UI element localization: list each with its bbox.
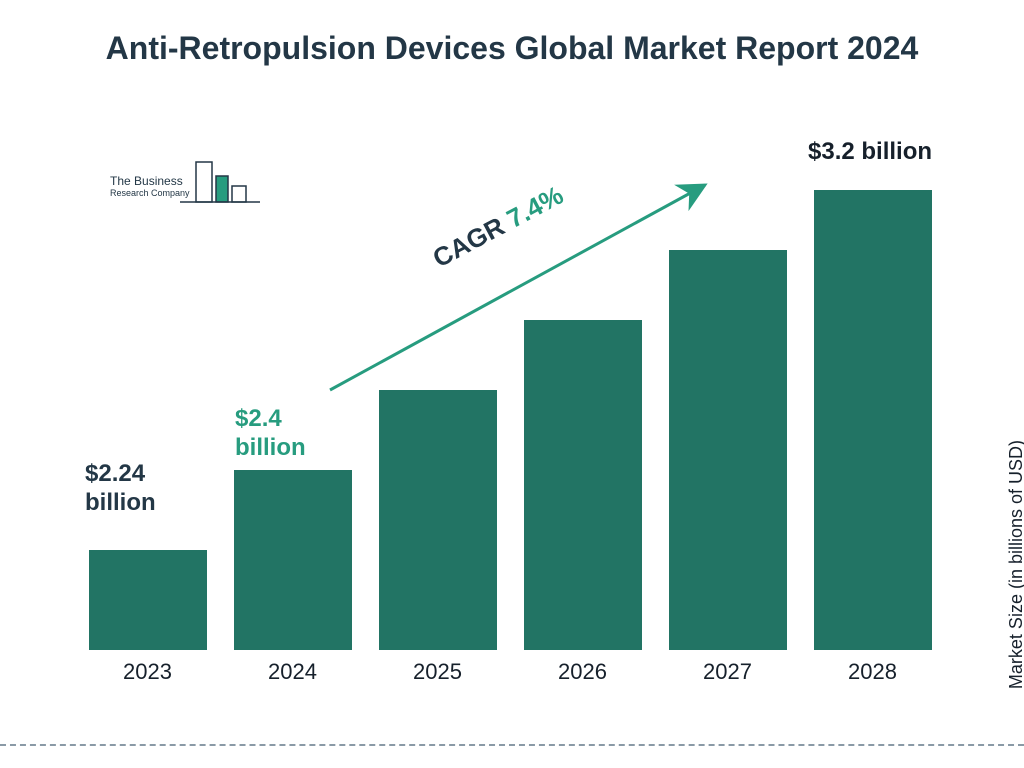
bar-2024 (234, 470, 352, 650)
bar-2028 (814, 190, 932, 650)
chart-title: Anti-Retropulsion Devices Global Market … (0, 28, 1024, 68)
footer-divider (0, 744, 1024, 746)
x-axis-labels: 2023 2024 2025 2026 2027 2028 (75, 654, 945, 690)
bar-2023 (89, 550, 207, 650)
y-axis-label: Market Size (in billions of USD) (1006, 440, 1024, 689)
bar-2025 (379, 390, 497, 650)
xlabel-0: 2023 (88, 659, 208, 685)
value-label-2023: $2.24 billion (85, 460, 190, 518)
xlabel-2: 2025 (378, 659, 498, 685)
xlabel-3: 2026 (523, 659, 643, 685)
xlabel-4: 2027 (668, 659, 788, 685)
xlabel-5: 2028 (813, 659, 933, 685)
xlabel-1: 2024 (233, 659, 353, 685)
value-label-2028: $3.2 billion (808, 138, 932, 167)
value-label-2024: $2.4 billion (235, 405, 330, 463)
